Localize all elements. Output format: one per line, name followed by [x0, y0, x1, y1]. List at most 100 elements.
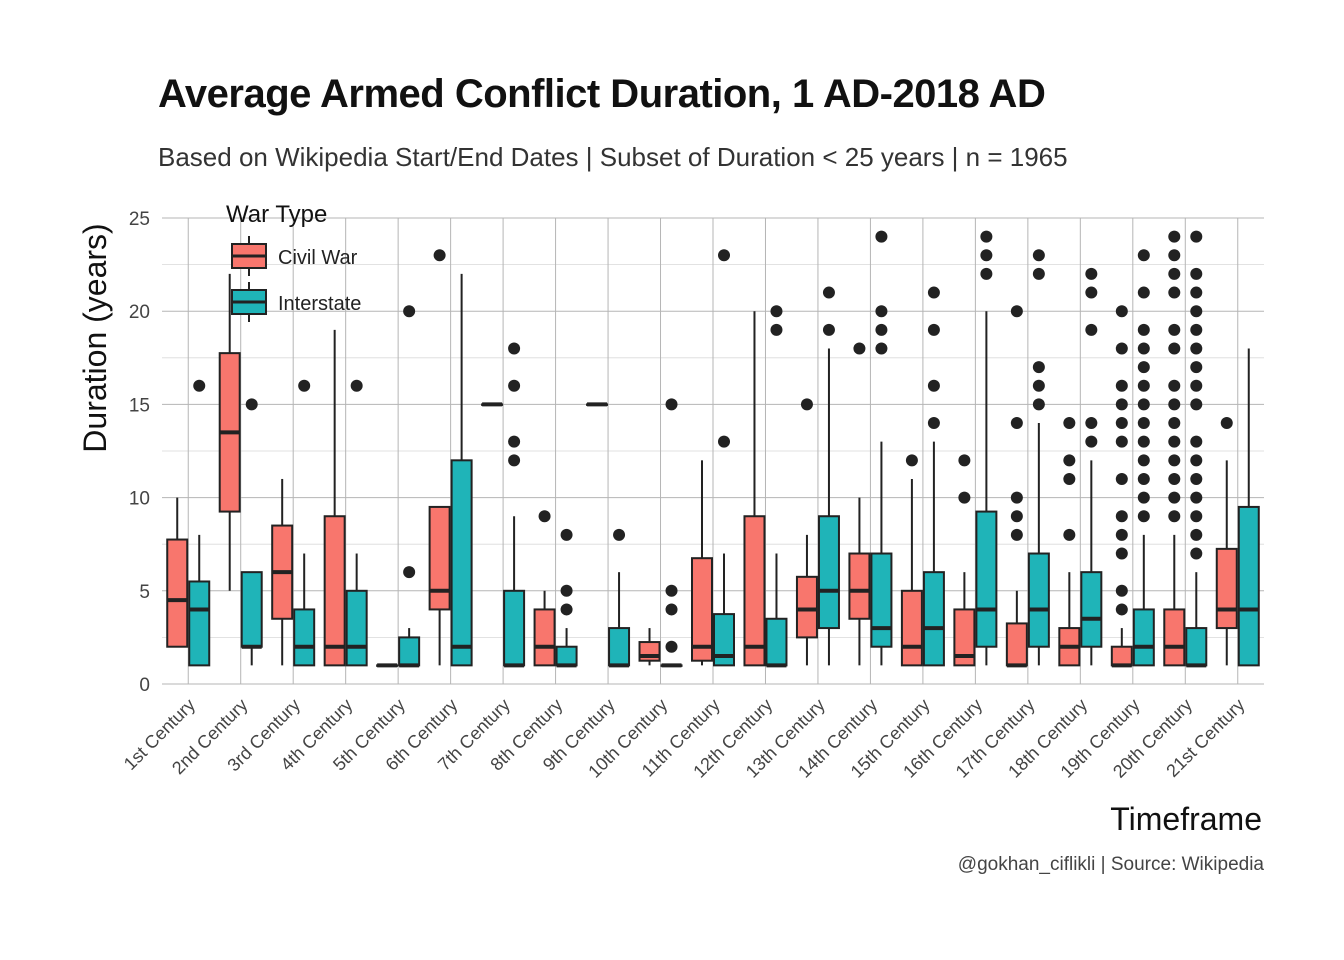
outlier-point — [1063, 417, 1076, 430]
y-tick-label: 5 — [139, 582, 150, 603]
box-civil-war — [428, 249, 451, 666]
outlier-point — [508, 379, 521, 392]
box-civil-war — [638, 628, 661, 666]
outlier-point — [1115, 547, 1128, 560]
outlier-point — [1168, 267, 1181, 280]
outlier-point — [1115, 472, 1128, 485]
outlier-point — [1137, 435, 1150, 448]
outlier-point — [1032, 398, 1045, 411]
box-body — [922, 571, 945, 667]
box-body — [450, 459, 473, 667]
y-tick-label: 25 — [129, 209, 150, 230]
box-interstate — [555, 528, 578, 668]
outlier-point — [718, 435, 730, 448]
outlier-point — [1032, 267, 1045, 280]
outlier-point — [508, 435, 521, 448]
box-civil-war — [953, 454, 976, 667]
box-civil-war — [795, 398, 818, 666]
box-body — [1185, 627, 1208, 667]
outlier-point — [1010, 528, 1023, 541]
legend-label: Civil War — [278, 247, 358, 269]
box-body — [608, 627, 631, 667]
outlier-point — [1190, 454, 1203, 467]
box-interstate — [240, 398, 263, 666]
box-body — [953, 608, 976, 667]
outlier-point — [1168, 454, 1181, 467]
box-civil-war — [848, 342, 871, 666]
box-body — [533, 608, 556, 667]
box-body — [1237, 505, 1260, 667]
box-interstate — [975, 230, 998, 666]
box-civil-war — [166, 497, 189, 648]
outlier-point — [1137, 510, 1150, 523]
outlier-point — [875, 305, 888, 318]
outlier-point — [980, 249, 993, 262]
outlier-point — [1220, 417, 1233, 430]
outlier-point — [1085, 417, 1098, 430]
box-civil-war — [271, 478, 294, 666]
outlier-point — [1085, 267, 1098, 280]
outlier-point — [822, 323, 835, 336]
box-interstate — [188, 379, 211, 667]
box-civil-war — [323, 329, 346, 667]
outlier-point — [1168, 510, 1181, 523]
box-body — [503, 589, 526, 667]
outlier-point — [1168, 249, 1181, 262]
box-civil-war — [1215, 417, 1238, 666]
box-body — [691, 557, 713, 662]
y-tick-label: 0 — [139, 675, 150, 696]
box-body — [1005, 622, 1028, 667]
box-body — [1163, 608, 1186, 667]
box-body — [188, 580, 211, 667]
outlier-point — [1190, 305, 1203, 318]
outlier-point — [958, 454, 971, 467]
outlier-point — [1010, 417, 1023, 430]
outlier-point — [1010, 491, 1023, 504]
outlier-point — [1010, 510, 1023, 523]
outlier-point — [1190, 323, 1203, 336]
box-interstate — [345, 379, 368, 667]
outlier-point — [1137, 417, 1150, 430]
outlier-point — [1168, 417, 1181, 430]
box-body — [398, 636, 421, 667]
y-tick-label: 20 — [129, 302, 150, 323]
outlier-point — [1137, 398, 1150, 411]
box-interstate — [503, 342, 526, 668]
outlier-point — [1137, 323, 1150, 336]
box-body — [795, 575, 818, 639]
outlier-point — [665, 398, 678, 411]
outlier-point — [1115, 603, 1128, 616]
outlier-point — [665, 640, 678, 653]
outlier-point — [1190, 472, 1203, 485]
outlier-point — [1168, 230, 1181, 243]
box-interstate — [1027, 249, 1050, 666]
box-body — [870, 552, 893, 648]
box-interstate — [1185, 230, 1208, 668]
y-axis-ticks: 0 5 10 15 20 25 — [129, 209, 150, 696]
box-civil-war — [1005, 305, 1028, 668]
box-interstate — [398, 305, 421, 668]
outlier-point — [1137, 472, 1150, 485]
outlier-point — [800, 398, 813, 411]
box-body — [323, 515, 346, 667]
outlier-point — [1190, 342, 1203, 355]
outlier-point — [560, 584, 573, 597]
box-body — [817, 515, 840, 630]
outlier-point — [1115, 379, 1128, 392]
outlier-point — [1137, 286, 1150, 299]
outlier-point — [1085, 435, 1098, 448]
outlier-point — [980, 230, 993, 243]
box-body — [975, 510, 998, 648]
box-body — [293, 608, 316, 667]
outlier-point — [1137, 491, 1150, 504]
outlier-point — [1137, 454, 1150, 467]
box-body — [428, 505, 451, 611]
outlier-point — [1115, 528, 1128, 541]
box-body — [743, 515, 766, 667]
outlier-point — [875, 230, 888, 243]
box-civil-war — [376, 663, 399, 668]
box-civil-war — [586, 402, 609, 407]
box-civil-war — [533, 510, 556, 667]
outlier-point — [1032, 361, 1045, 374]
legend: War Type Civil War Interstate — [226, 201, 361, 322]
